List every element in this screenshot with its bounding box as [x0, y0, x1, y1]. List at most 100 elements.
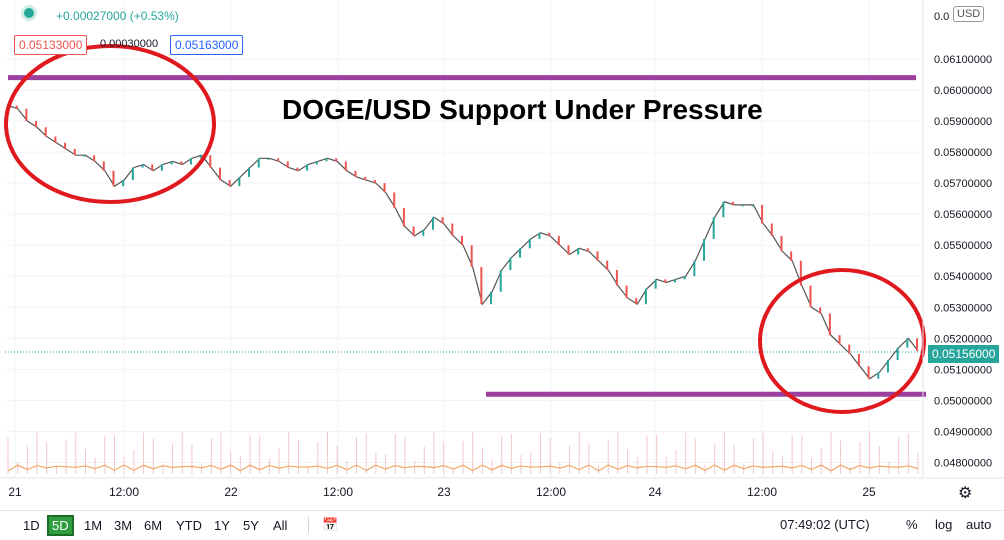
volume-area: [7, 432, 919, 474]
x-tick-label: 25: [862, 485, 876, 499]
candle: [364, 176, 367, 181]
gear-icon[interactable]: ⚙: [958, 485, 973, 502]
candle: [857, 353, 860, 367]
annotation-circle-bottom: [758, 268, 926, 414]
candle: [480, 266, 483, 305]
candle: [15, 105, 18, 109]
annotation-circle-top: [4, 44, 216, 204]
range-1d-button[interactable]: 1D: [23, 518, 40, 533]
y-tick-label: 0.06000000: [934, 85, 992, 97]
candle: [761, 204, 764, 224]
candle: [383, 183, 386, 193]
candle: [490, 291, 493, 305]
candle: [170, 161, 173, 165]
candle: [722, 201, 725, 218]
candle: [625, 285, 628, 298]
utc-clock[interactable]: 07:49:02 (UTC): [780, 517, 870, 532]
log-toggle[interactable]: log: [935, 517, 953, 532]
candle: [916, 338, 918, 351]
candle: [64, 142, 67, 149]
candle: [180, 161, 183, 165]
y-tick-label: 0.05900000: [934, 116, 992, 128]
range-5d-button[interactable]: 5D: [47, 515, 74, 536]
candle: [315, 161, 318, 165]
x-tick-label: 24: [648, 485, 662, 499]
candle: [654, 279, 657, 289]
legend-change: +0.00027000 (+0.53%): [56, 9, 179, 23]
x-tick-label: 12:00: [747, 485, 777, 499]
y-tick-label: 0.05200000: [934, 333, 992, 345]
candle: [741, 204, 744, 207]
candle: [615, 270, 618, 286]
range-1m-button[interactable]: 1M: [84, 518, 103, 533]
spread-value: 0.00030000: [100, 38, 159, 50]
toolbar-divider: [308, 517, 309, 533]
candle: [286, 161, 289, 168]
ask-price-box[interactable]: 0.05163000: [170, 35, 244, 55]
range-3m-button[interactable]: 3M: [114, 518, 133, 533]
bottom-toolbar: 1D 5D 1M 3M 6M YTD 1Y 5Y All 📅 07:49:02 …: [0, 510, 1004, 540]
candle: [73, 148, 76, 156]
candle: [112, 170, 115, 187]
candle: [644, 288, 647, 305]
candle: [296, 167, 299, 171]
chart-grid: [5, 0, 922, 478]
candle: [896, 347, 899, 361]
candles: [15, 105, 918, 379]
candle: [44, 127, 47, 137]
y-tick-label: 0.05800000: [934, 147, 992, 159]
candle: [528, 239, 531, 249]
bid-price-box[interactable]: 0.05133000: [14, 35, 88, 55]
candle: [277, 158, 280, 162]
candle: [451, 223, 454, 236]
candle: [819, 307, 822, 314]
range-6m-button[interactable]: 6M: [144, 518, 163, 533]
x-tick-label: 12:00: [323, 485, 353, 499]
calendar-range-icon[interactable]: 📅: [322, 517, 339, 532]
x-tick-label: 21: [8, 485, 22, 499]
range-ytd-button[interactable]: YTD: [176, 518, 202, 533]
candle: [906, 338, 909, 348]
candle: [693, 260, 696, 277]
candle: [93, 155, 96, 162]
y-tick-label: 0.05700000: [934, 178, 992, 190]
candle: [461, 235, 463, 246]
current-price-tag: 0.05156000: [928, 345, 1000, 363]
candle: [335, 158, 338, 162]
candle: [751, 204, 754, 207]
candle: [567, 245, 570, 255]
y-tick-label: 0.05100000: [934, 364, 992, 376]
candle: [54, 136, 57, 143]
y-tick-label: 0.05400000: [934, 271, 992, 283]
candle: [412, 226, 415, 236]
candle: [548, 232, 551, 236]
candle: [122, 180, 125, 187]
range-1y-button[interactable]: 1Y: [214, 518, 230, 533]
percent-toggle[interactable]: %: [906, 517, 918, 532]
y-tick-label: 0.05000000: [934, 395, 992, 407]
candle: [848, 344, 851, 354]
candle: [886, 360, 889, 373]
range-5y-button[interactable]: 5Y: [243, 518, 259, 533]
range-all-button[interactable]: All: [273, 518, 288, 533]
candle: [35, 121, 38, 128]
candle: [828, 313, 831, 336]
y-tick-label: 0.0: [934, 11, 949, 23]
candle: [664, 279, 667, 283]
candle: [519, 248, 522, 258]
x-tick-label: 12:00: [109, 485, 139, 499]
y-tick-label: 0.05300000: [934, 302, 992, 314]
candle: [790, 251, 793, 261]
candle: [373, 180, 376, 184]
candle: [306, 164, 309, 171]
candle: [238, 176, 241, 187]
candle: [635, 297, 638, 305]
candle: [703, 239, 706, 261]
auto-toggle[interactable]: auto: [966, 517, 992, 532]
candle: [248, 167, 251, 177]
currency-tag[interactable]: USD: [953, 6, 985, 22]
candle: [102, 161, 105, 171]
candle: [131, 167, 134, 181]
candle: [393, 192, 396, 208]
